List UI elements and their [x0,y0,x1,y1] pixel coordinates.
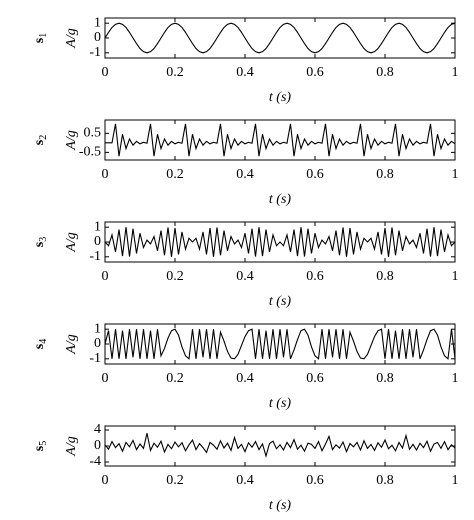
x-axis-label: t (s) [269,396,292,411]
x-tick-label: 1 [452,269,459,284]
signal-line [104,227,456,257]
signal-index: 1 [38,33,49,38]
plot-frame [104,119,456,161]
x-axis-label: t (s) [269,90,292,105]
signal-line [105,123,456,157]
x-axis-label: t (s) [269,294,292,309]
x-tick-label: 0.6 [306,473,324,488]
y-tick-label: -1 [89,45,101,60]
signal-label: s3 [32,237,49,247]
y-tick-label: 0 [94,234,101,249]
signal-name: s [32,139,47,145]
signal-line [104,328,456,360]
x-tick-label: 1 [452,65,459,80]
signal-name: s [32,37,47,43]
y-tick-label: 0.5 [84,126,102,141]
x-tick-label: 0.8 [376,167,394,182]
x-tick-label: 0.2 [166,65,184,80]
signal-index: 2 [38,135,49,140]
x-tick-label: 0.4 [236,473,254,488]
x-tick-label: 0.6 [306,269,324,284]
signal-name: s [32,343,47,349]
x-tick-label: 0.6 [306,167,324,182]
x-tick-label: 1 [452,167,459,182]
y-tick-label: 1 [94,321,101,336]
x-tick-label: 0.2 [166,269,184,284]
x-tick-label: 0 [102,65,109,80]
x-tick-label: 1 [452,473,459,488]
signal-name: s [32,241,47,247]
x-tick-label: 0.4 [236,371,254,386]
x-tick-label: 0.8 [376,269,394,284]
y-axis-label: A/g [64,334,79,354]
y-tick-label: 0 [94,30,101,45]
y-tick-label: 0 [94,438,101,453]
y-axis-label: A/g [64,130,79,150]
x-tick-label: 0 [102,371,109,386]
y-tick-label: -0.5 [79,145,101,160]
x-tick-label: 0 [102,269,109,284]
x-tick-label: 0.6 [306,371,324,386]
y-tick-label: 1 [94,15,101,30]
y-tick-label: -1 [89,249,101,264]
signal-index: 3 [38,237,49,242]
x-axis-label: t (s) [269,192,292,207]
signal-name: s [32,445,47,451]
y-tick-label: 0 [94,336,101,351]
signal-label: s2 [32,135,49,145]
x-tick-label: 0.6 [306,65,324,80]
x-tick-label: 1 [452,371,459,386]
y-tick-label: 1 [94,219,101,234]
x-tick-label: 0.8 [376,371,394,386]
signal-index: 4 [38,339,49,344]
y-axis-label: A/g [64,28,79,48]
x-tick-label: 0.8 [376,473,394,488]
x-tick-label: 0 [102,167,109,182]
x-tick-label: 0.4 [236,269,254,284]
x-tick-label: 0 [102,473,109,488]
y-tick-label: -4 [89,454,101,469]
signal-line [104,433,456,458]
x-tick-label: 0.8 [376,65,394,80]
signal-label: s5 [32,441,49,451]
signal-label: s4 [32,339,49,349]
signal-label: s1 [32,33,49,43]
x-tick-label: 0.2 [166,167,184,182]
x-tick-label: 0.4 [236,65,254,80]
signal-line [104,22,456,54]
y-tick-label: 4 [94,422,101,437]
x-axis-label: t (s) [269,498,292,513]
y-tick-label: -1 [89,351,101,366]
y-axis-label: A/g [64,436,79,456]
x-tick-label: 0.2 [166,371,184,386]
x-tick-label: 0.2 [166,473,184,488]
signal-index: 5 [38,441,49,446]
y-axis-label: A/g [64,232,79,252]
x-tick-label: 0.4 [236,167,254,182]
